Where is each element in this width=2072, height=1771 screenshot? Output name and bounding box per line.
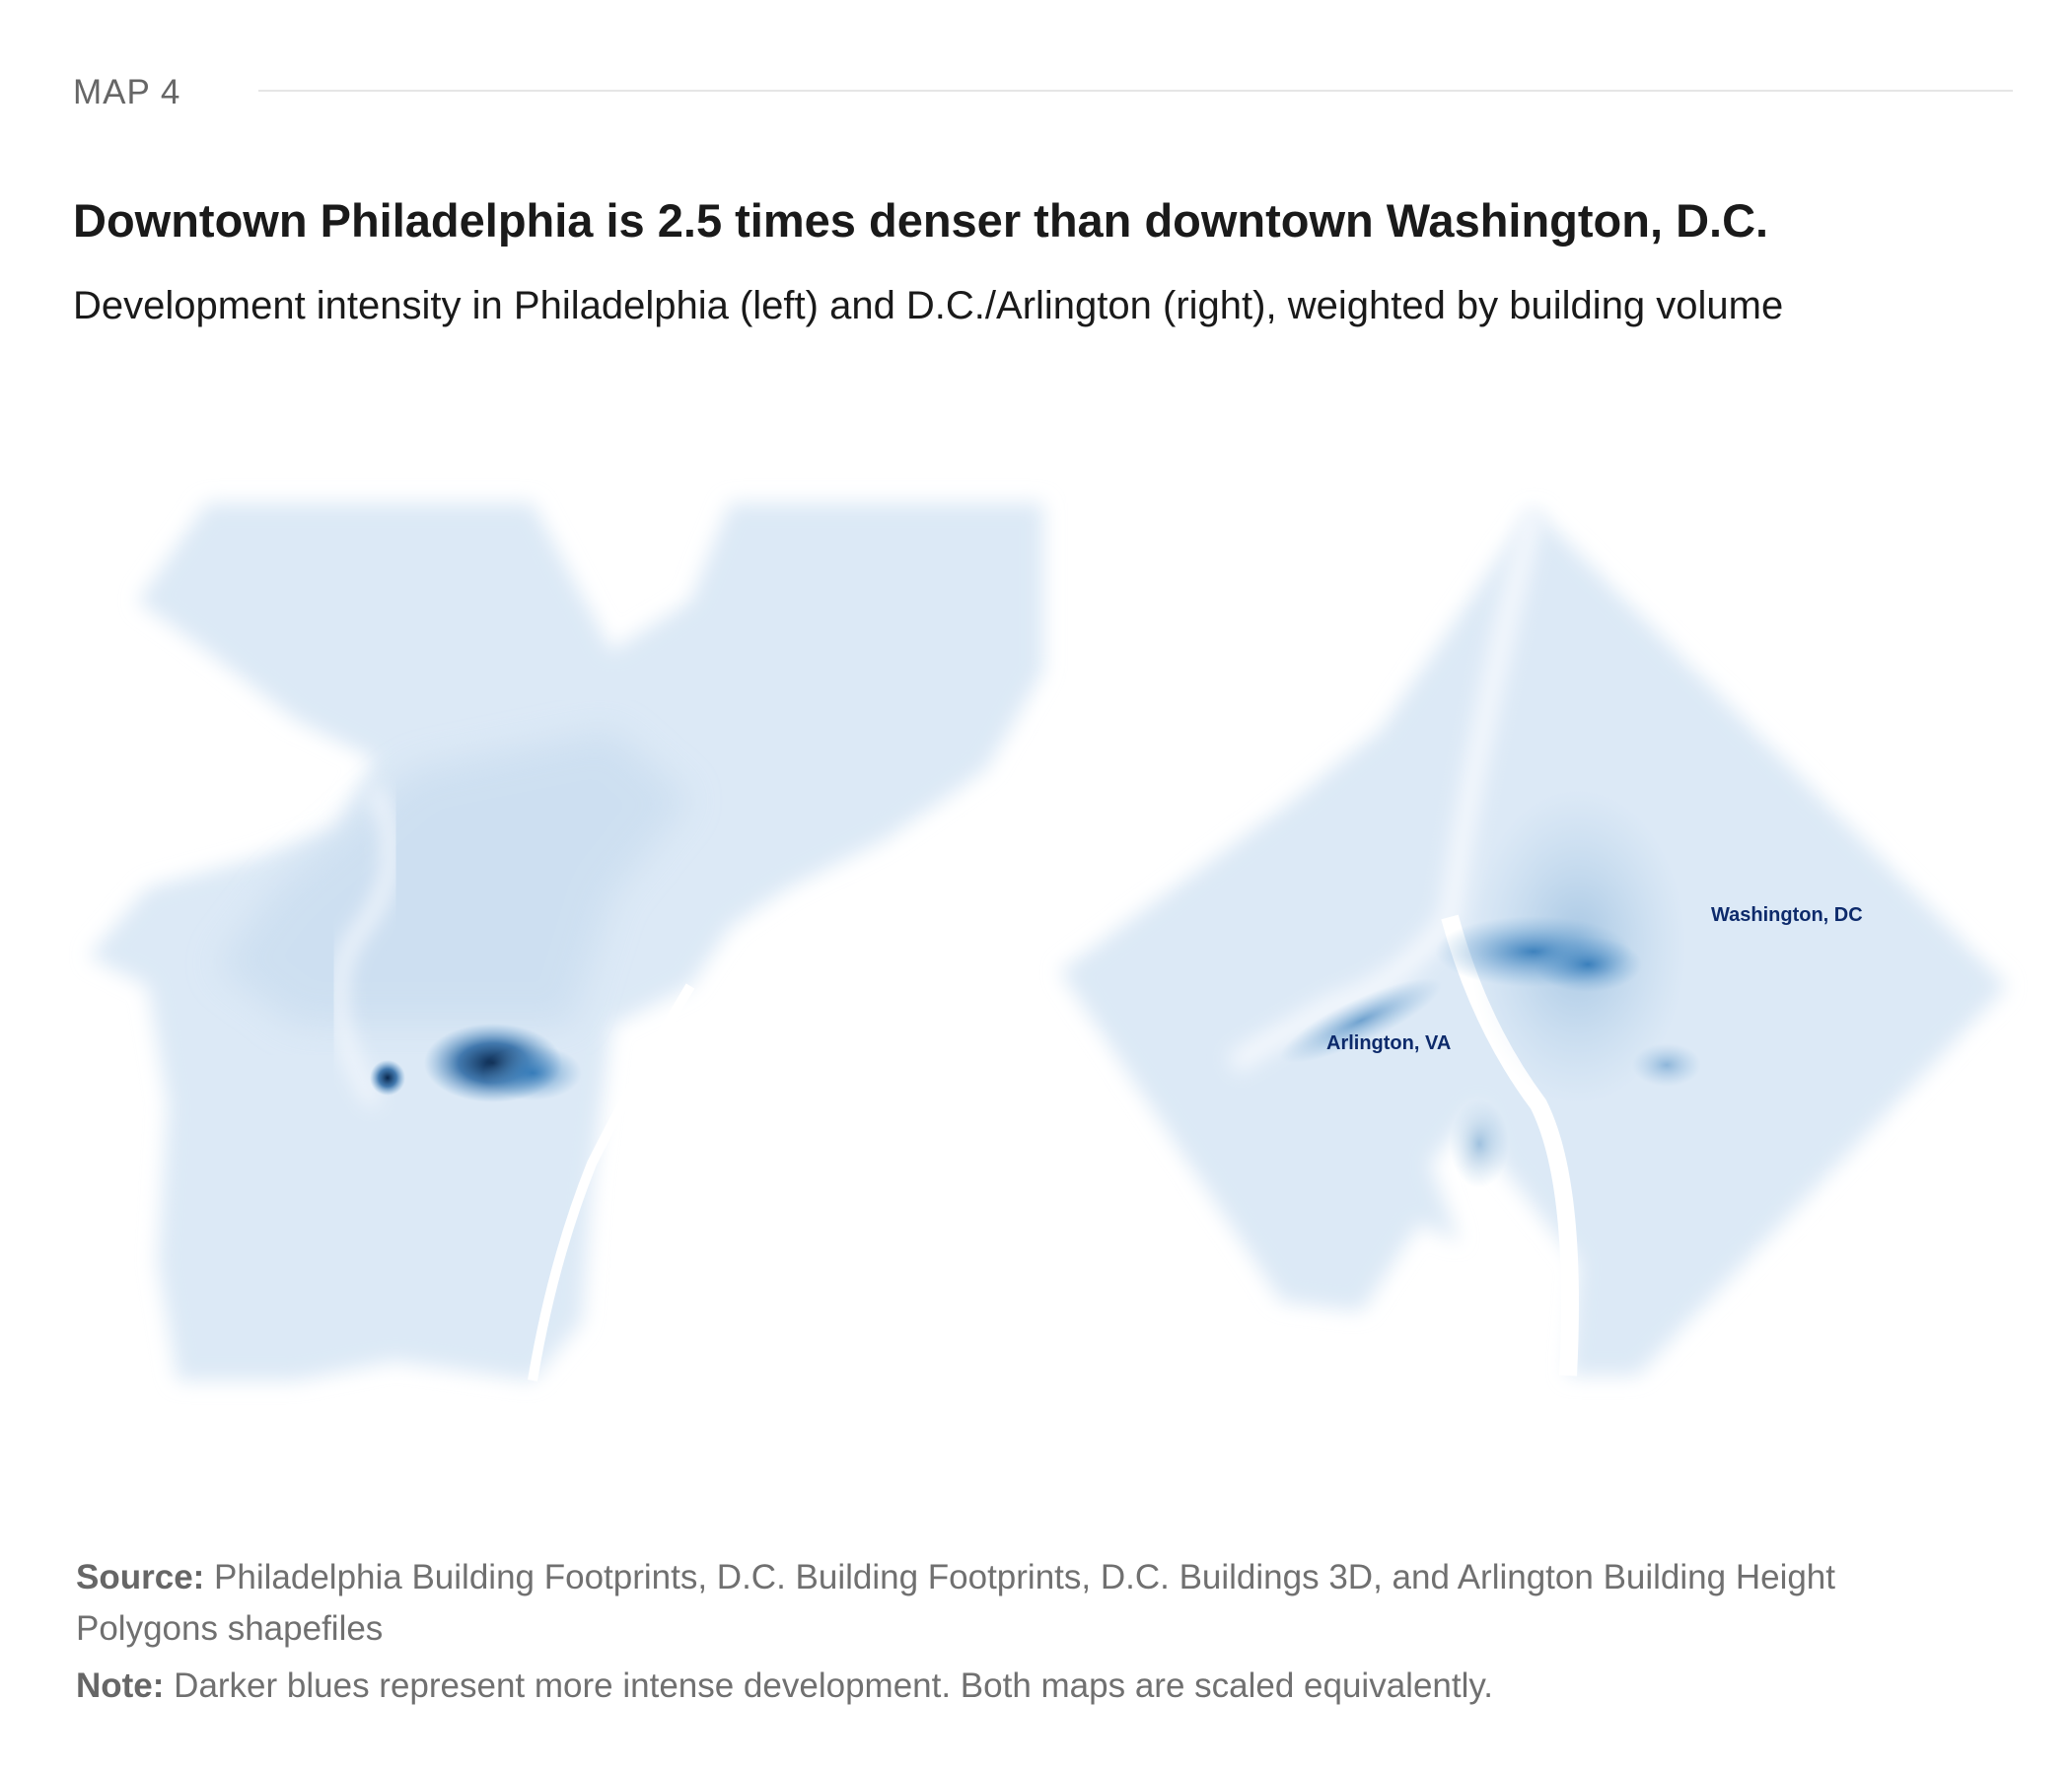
- source-label: Source:: [76, 1558, 205, 1596]
- divider: [258, 90, 2013, 92]
- density-maps: Washington, DC Arlington, VA: [0, 473, 2072, 1420]
- label-arlington-va: Arlington, VA: [1326, 1032, 1452, 1054]
- note-text: Darker blues represent more intense deve…: [164, 1666, 1494, 1705]
- hotspot-rosslyn-ballston: [1279, 978, 1443, 1063]
- page-subtitle: Development intensity in Philadelphia (l…: [73, 284, 1784, 327]
- philadelphia-map: [89, 503, 1043, 1381]
- footnote: Note: Darker blues represent more intens…: [76, 1661, 1950, 1712]
- map-number: MAP 4: [73, 73, 181, 111]
- note-label: Note:: [76, 1666, 165, 1705]
- label-washington-dc: Washington, DC: [1711, 904, 1863, 926]
- source-text: Philadelphia Building Footprints, D.C. B…: [76, 1558, 1835, 1648]
- hotspot-university-city: [370, 1060, 405, 1096]
- source-note: Source: Philadelphia Building Footprints…: [76, 1552, 1950, 1655]
- page-title: Downtown Philadelphia is 2.5 times dense…: [73, 194, 1769, 247]
- dc-arlington-map: [1060, 508, 2007, 1377]
